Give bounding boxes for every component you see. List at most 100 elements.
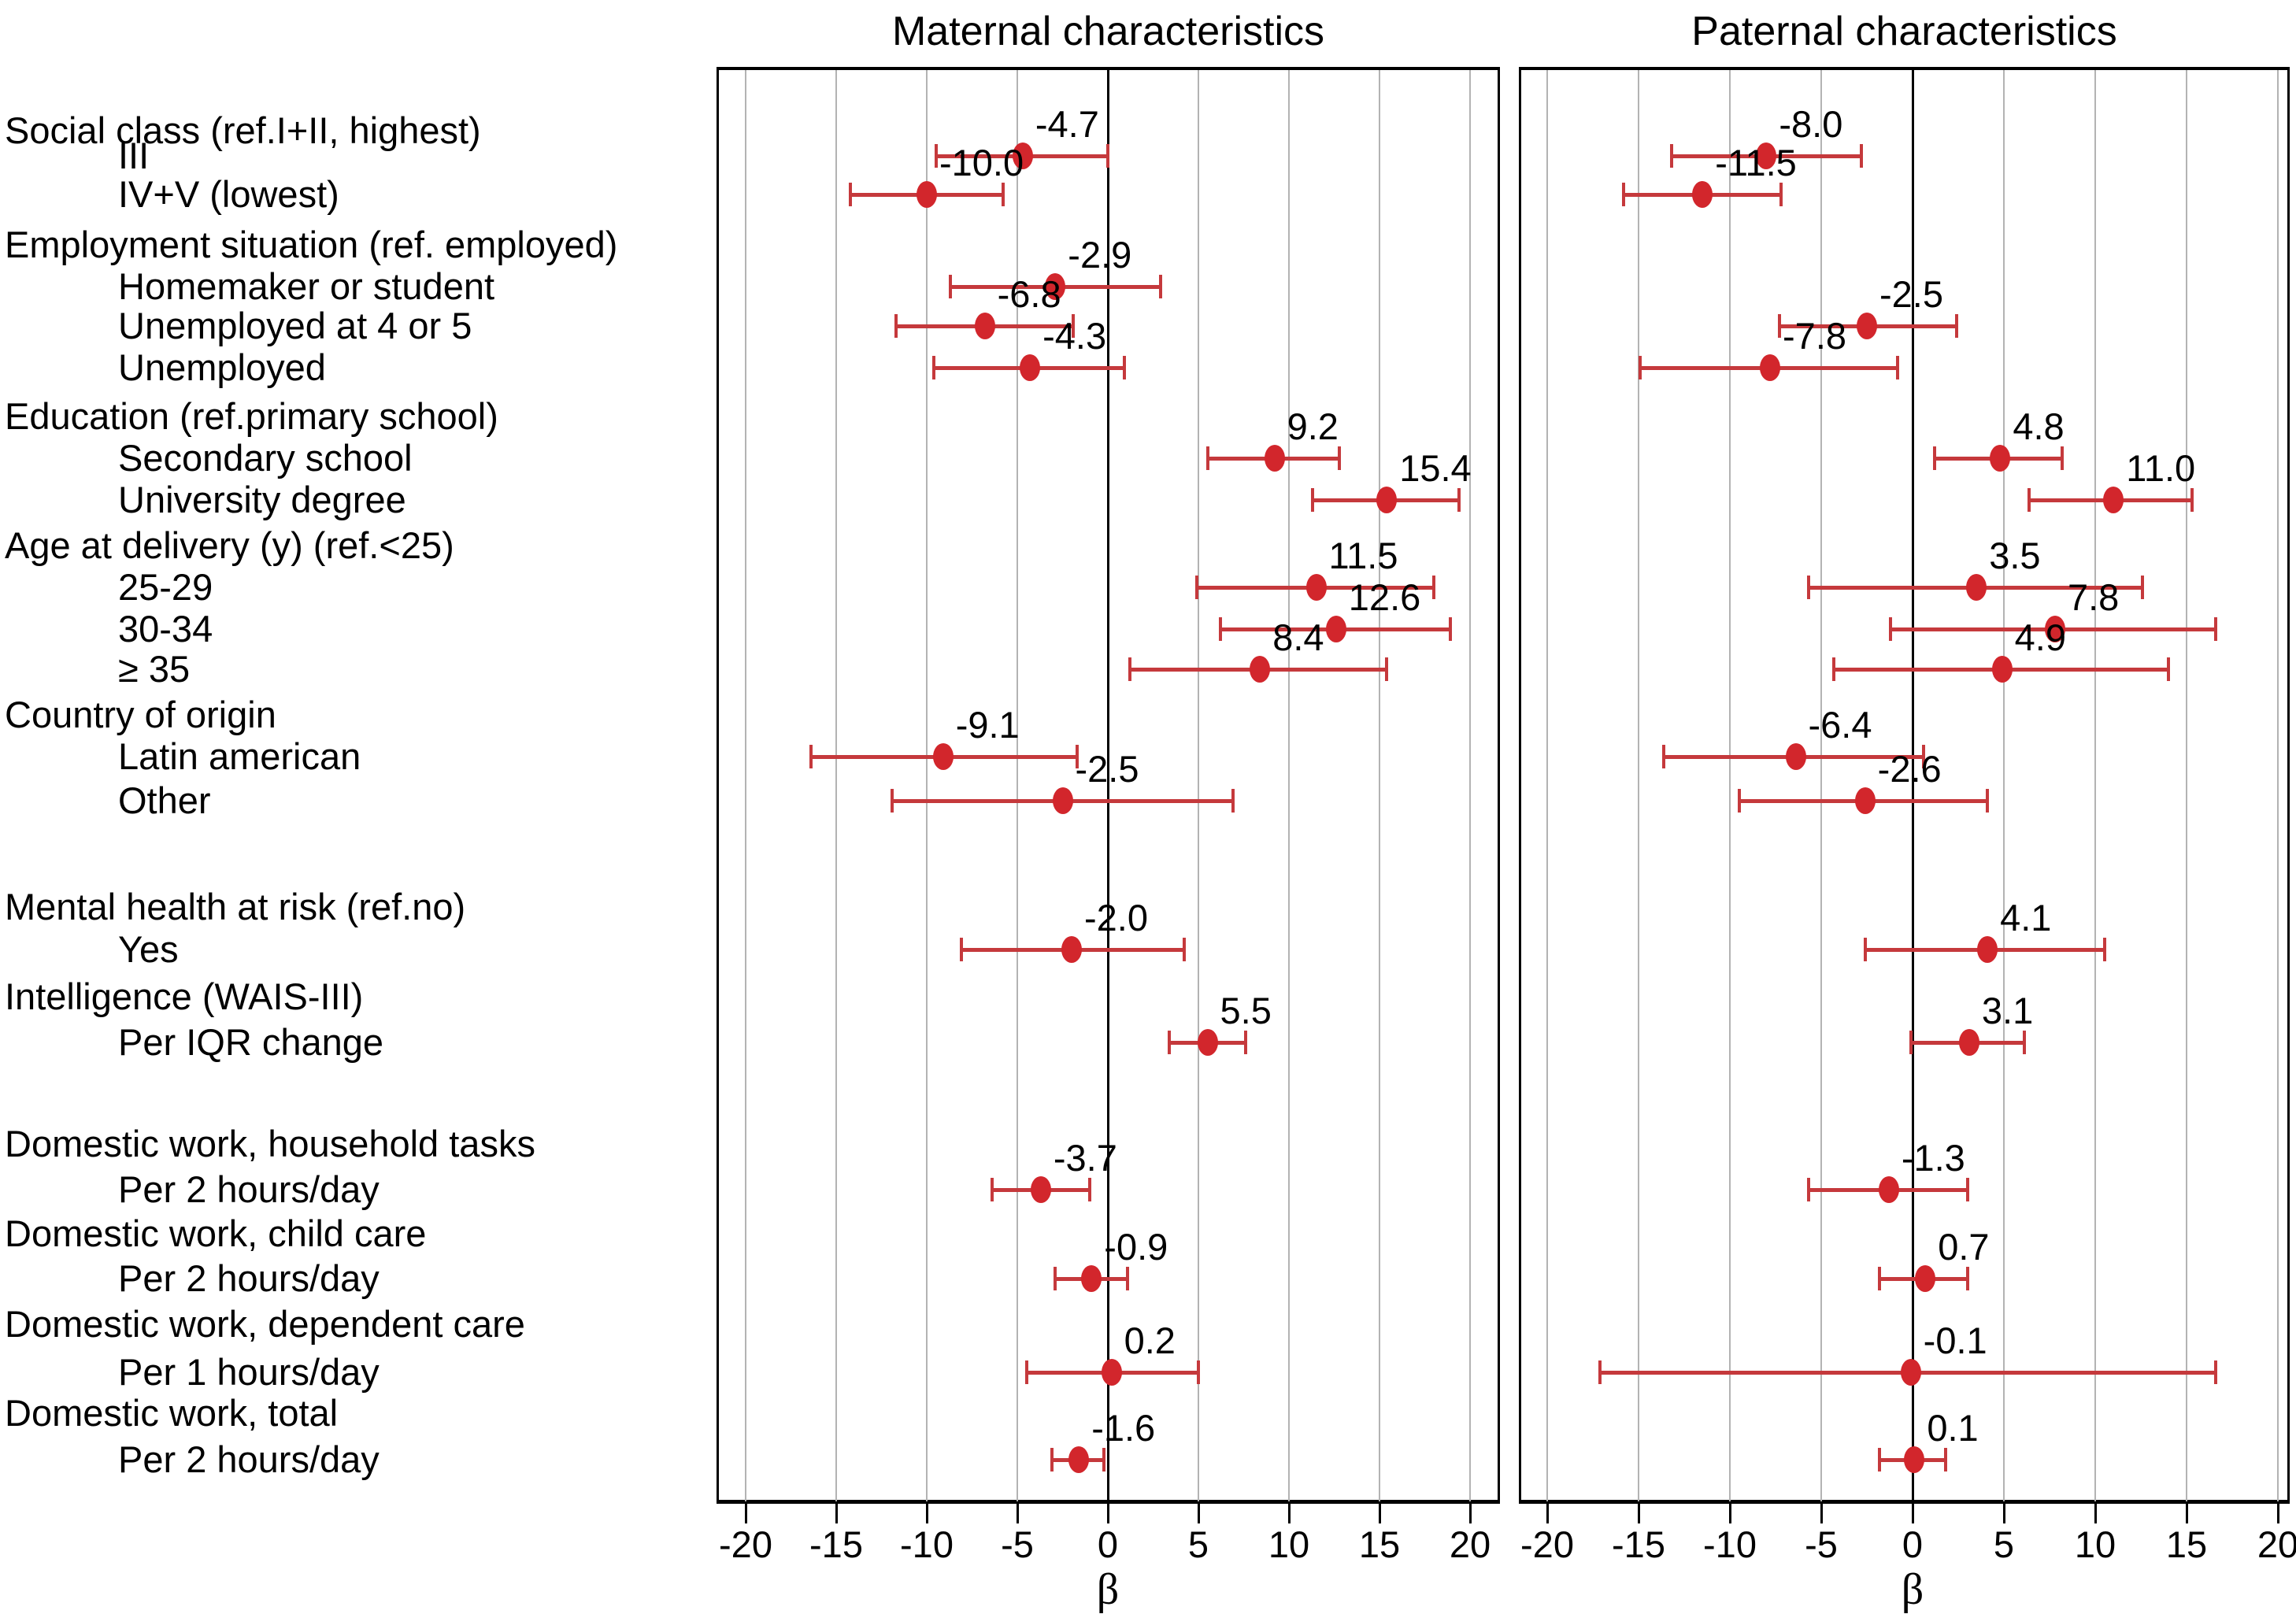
zero-line [1107,70,1109,1501]
ci-cap-low [809,745,813,768]
paternal-panel-frame [1519,67,2290,1504]
tick-mark [1379,1504,1381,1523]
tick-label: 20 [1449,1523,1491,1565]
row-label-header: Age at delivery (y) (ref.<25) [5,524,454,566]
ci-cap-low [990,1178,994,1201]
ci-cap-low [1639,356,1642,379]
ci-cap-high [1122,356,1126,379]
ci-cap-low [959,938,963,961]
value-label: 5.5 [1220,990,1272,1031]
row-label-item: IV+V (lowest) [118,173,339,215]
ci-cap-low [934,144,938,168]
tick-label: 5 [1993,1523,2015,1565]
tick-mark [745,1504,747,1523]
tick-label: -10 [1703,1523,1757,1565]
row-label-item: ≥ 35 [118,648,191,690]
ci-cap-high [1072,314,1076,338]
ci-cap-high [1965,1267,1969,1290]
value-label: -7.8 [1783,315,1847,357]
point-marker [1020,354,1041,381]
ci-cap-high [2102,938,2106,961]
tick-mark [1820,1504,1823,1523]
row-label-item: 30-34 [118,608,213,650]
ci-cap-low [1737,789,1741,813]
point-marker [2044,616,2065,642]
value-label: -4.3 [1042,315,1107,357]
row-label-header: Education (ref.primary school) [5,395,498,437]
gridline [1638,70,1639,1501]
row-label-item: 25-29 [118,566,213,608]
point-marker [1966,574,1987,601]
ci-cap-high [1943,1448,1947,1471]
ci-cap-low [1806,1178,1810,1201]
tick-label: 10 [1268,1523,1310,1565]
gridline [1820,70,1822,1501]
value-label: -0.9 [1104,1226,1168,1268]
ci-cap-high [1243,1031,1247,1054]
ci-cap-low [1832,657,1836,681]
tick-mark [2094,1504,2097,1523]
ci-cap-low [2028,488,2031,512]
tick-label: 15 [1358,1523,1401,1565]
point-marker [1991,656,2013,683]
value-label: 12.6 [1348,576,1421,618]
value-label: 9.2 [1287,405,1339,447]
ci-cap-high [2214,1360,2218,1384]
ci-cap-high [1896,356,1900,379]
point-marker [974,313,995,339]
point-marker [1197,1029,1218,1056]
point-marker [932,743,954,770]
row-label-item: University degree [118,479,406,520]
gridline [2003,70,2005,1501]
ci-cap-high [1158,275,1162,298]
value-label: -6.8 [997,273,1061,315]
tick-mark [926,1504,928,1523]
ci-cap-high [1001,183,1005,206]
value-label: 7.8 [2067,576,2120,618]
tick-mark [1017,1504,1019,1523]
point-marker [1264,445,1285,472]
tick-mark [1107,1504,1109,1523]
point-marker [1101,1359,1122,1386]
tick-mark [1198,1504,1200,1523]
point-marker [1756,143,1777,169]
ci-cap-low [1128,657,1131,681]
row-label-item: Per IQR change [118,1021,384,1063]
ci-cap-low [1669,144,1673,168]
value-label: 11.5 [1328,535,1398,576]
tick-label: -20 [1520,1523,1574,1565]
row-label-item: Yes [118,928,179,970]
value-label: 0.2 [1124,1320,1176,1361]
tick-mark [2277,1504,2279,1523]
value-label: 8.4 [1272,616,1324,658]
ci-cap-low [1205,446,1209,470]
value-label: -1.6 [1091,1407,1156,1449]
tick-mark [2003,1504,2005,1523]
point-marker [1854,787,1876,814]
value-label: -2.5 [1075,748,1139,790]
ci-cap-low [894,314,898,338]
point-marker [1692,181,1713,208]
point-marker [1305,574,1327,601]
tick-label: -5 [1805,1523,1838,1565]
tick-mark [2186,1504,2188,1523]
ci-cap-high [2190,488,2194,512]
tick-label: -5 [1001,1523,1034,1565]
value-label: -2.6 [1877,748,1942,790]
row-label-header: Domestic work, household tasks [5,1123,535,1164]
tick-mark [1912,1504,1914,1523]
point-marker [1760,354,1781,381]
tick-mark [1288,1504,1291,1523]
row-label-header: Intelligence (WAIS-III) [5,975,364,1017]
row-label-item: Unemployed at 4 or 5 [118,305,472,346]
ci-cap-high [1385,657,1389,681]
ci-cap-low [1889,617,1893,641]
ci-cap-low [1878,1267,1882,1290]
maternal-panel-frame [717,67,1500,1504]
point-marker [1990,445,2011,472]
ci-cap-high [1986,789,1990,813]
ci-cap-high [2061,446,2065,470]
tick-mark [1729,1504,1731,1523]
value-label: 0.7 [1938,1226,1990,1268]
maternal-x-axis-label: β [1096,1565,1120,1614]
